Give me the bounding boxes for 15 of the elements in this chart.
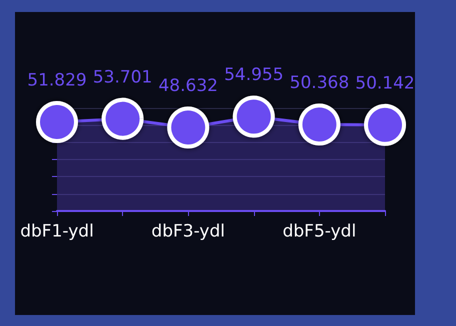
data-label: 51.829 bbox=[27, 70, 87, 91]
x-tick-label: dbF5-ydl bbox=[282, 222, 356, 242]
point bbox=[232, 96, 275, 138]
point bbox=[167, 106, 210, 149]
data-label: 50.368 bbox=[290, 73, 350, 94]
data-label: 48.632 bbox=[158, 76, 218, 96]
point bbox=[298, 104, 340, 146]
data-label: 53.701 bbox=[92, 67, 152, 88]
data-label: 50.142 bbox=[355, 73, 415, 94]
point bbox=[102, 98, 144, 140]
point bbox=[36, 101, 78, 144]
data-label: 54.955 bbox=[224, 65, 284, 86]
point bbox=[364, 104, 406, 146]
x-tick-label: dbF3-ydl bbox=[151, 222, 225, 242]
x-tick-label: dbF1-ydl bbox=[20, 222, 94, 242]
